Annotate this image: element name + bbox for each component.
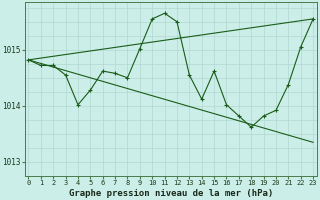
X-axis label: Graphe pression niveau de la mer (hPa): Graphe pression niveau de la mer (hPa)	[69, 189, 273, 198]
